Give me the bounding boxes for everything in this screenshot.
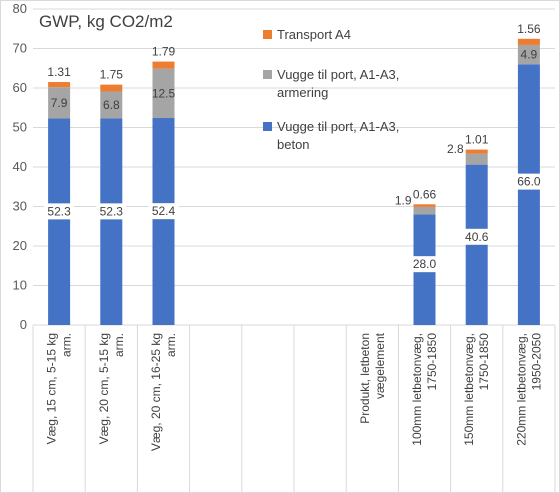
legend-swatch <box>263 30 272 39</box>
data-label: 1.75 <box>100 68 124 82</box>
data-label-box <box>461 228 492 245</box>
category-label: 100mm letbetonvæg, <box>410 333 424 446</box>
y-tick-label: 80 <box>13 1 27 16</box>
data-label: 2.8 <box>447 142 464 156</box>
category-label: 220mm letbetonvæg, <box>514 333 528 446</box>
bar-segment <box>152 118 175 326</box>
data-label: 52.3 <box>47 204 71 218</box>
data-label: 4.9 <box>521 48 538 62</box>
category-label: 1950-2050 <box>529 333 543 391</box>
data-label-box <box>409 256 440 273</box>
bar-segment <box>100 84 123 92</box>
category-label: Produkt, letbeton <box>358 333 372 424</box>
y-tick-label: 50 <box>13 120 27 135</box>
legend-label: Transport A4 <box>277 27 351 42</box>
category-label: 1750-1850 <box>425 333 439 391</box>
data-label: 52.3 <box>100 204 124 218</box>
category-label: Væg, 20 cm, 5-15 kg <box>97 333 111 444</box>
data-label: 66.0 <box>517 175 541 189</box>
y-tick-label: 30 <box>13 199 27 214</box>
bar-segment <box>465 149 488 154</box>
data-labels: 7.9 1.31 6.8 1.75 12.5 1.79 1.9 0.66 2.81.01 4.9 1… <box>44 22 544 273</box>
bar-segment <box>152 61 175 69</box>
bar-segment <box>517 38 540 45</box>
data-label: 7.9 <box>51 96 68 110</box>
y-tick-label: 60 <box>13 80 27 95</box>
data-label: 0.66 <box>413 187 437 201</box>
data-label-box <box>44 203 75 220</box>
data-label: 1.01 <box>465 133 489 147</box>
legend-label: beton <box>277 137 310 152</box>
bar-segment <box>100 118 123 325</box>
y-tick-label: 40 <box>13 159 27 174</box>
data-label: 1.9 <box>395 194 412 208</box>
bar-segment <box>48 118 71 325</box>
bar-segment <box>517 44 540 65</box>
y-tick-label: 0 <box>20 317 27 332</box>
data-label: 6.8 <box>103 98 120 112</box>
legend: Transport A4 Vugge til port, A1-A3, armeri… <box>263 27 399 152</box>
bar-segment <box>152 68 175 119</box>
chart-title: GWP, kg CO2/m2 <box>39 12 173 31</box>
bar-segment <box>413 206 436 215</box>
bar-segment <box>413 204 436 207</box>
legend-label: Vugge til port, A1-A3, <box>277 67 399 82</box>
y-tick-label: 20 <box>13 238 27 253</box>
data-label: 40.6 <box>465 230 489 244</box>
bar-segment <box>100 91 123 119</box>
legend-label: armering <box>277 85 328 100</box>
category-labels: Væg, 15 cm, 5-15 kg arm. Væg, 20 cm, 5-15 … <box>45 332 544 451</box>
category-label: arm. <box>60 333 74 357</box>
category-label: Væg, 20 cm, 16-25 kg <box>149 333 163 451</box>
data-label-box <box>148 203 179 220</box>
y-tick-label: 10 <box>13 278 27 293</box>
data-label-box <box>513 173 544 190</box>
legend-swatch <box>263 70 272 79</box>
bar-segment <box>465 164 488 325</box>
y-axis-ticks: 0 10 20 30 40 50 60 70 80 <box>13 1 27 332</box>
legend-label: Vugge til port, A1-A3, <box>277 119 399 134</box>
category-label: Væg, 15 cm, 5-15 kg <box>45 333 59 444</box>
bar-segment <box>48 87 71 119</box>
category-label: vægelement <box>373 332 387 399</box>
data-label-box <box>96 203 127 220</box>
category-label: arm. <box>112 333 126 357</box>
data-label: 28.0 <box>413 257 437 271</box>
category-label: 150mm letbetonvæg, <box>462 333 476 446</box>
data-label: 1.79 <box>152 45 176 59</box>
bar-segment <box>48 82 71 88</box>
data-label: 52.4 <box>152 204 176 218</box>
y-tick-label: 70 <box>13 41 27 56</box>
bar-segment <box>517 64 540 326</box>
data-label: 1.31 <box>47 65 71 79</box>
data-label: 12.5 <box>152 86 176 100</box>
category-label: arm. <box>164 333 178 357</box>
data-label: 1.56 <box>517 22 541 36</box>
legend-swatch <box>263 122 272 131</box>
bars <box>48 38 540 326</box>
bar-segment <box>465 153 488 165</box>
category-label: 1750-1850 <box>477 333 491 391</box>
